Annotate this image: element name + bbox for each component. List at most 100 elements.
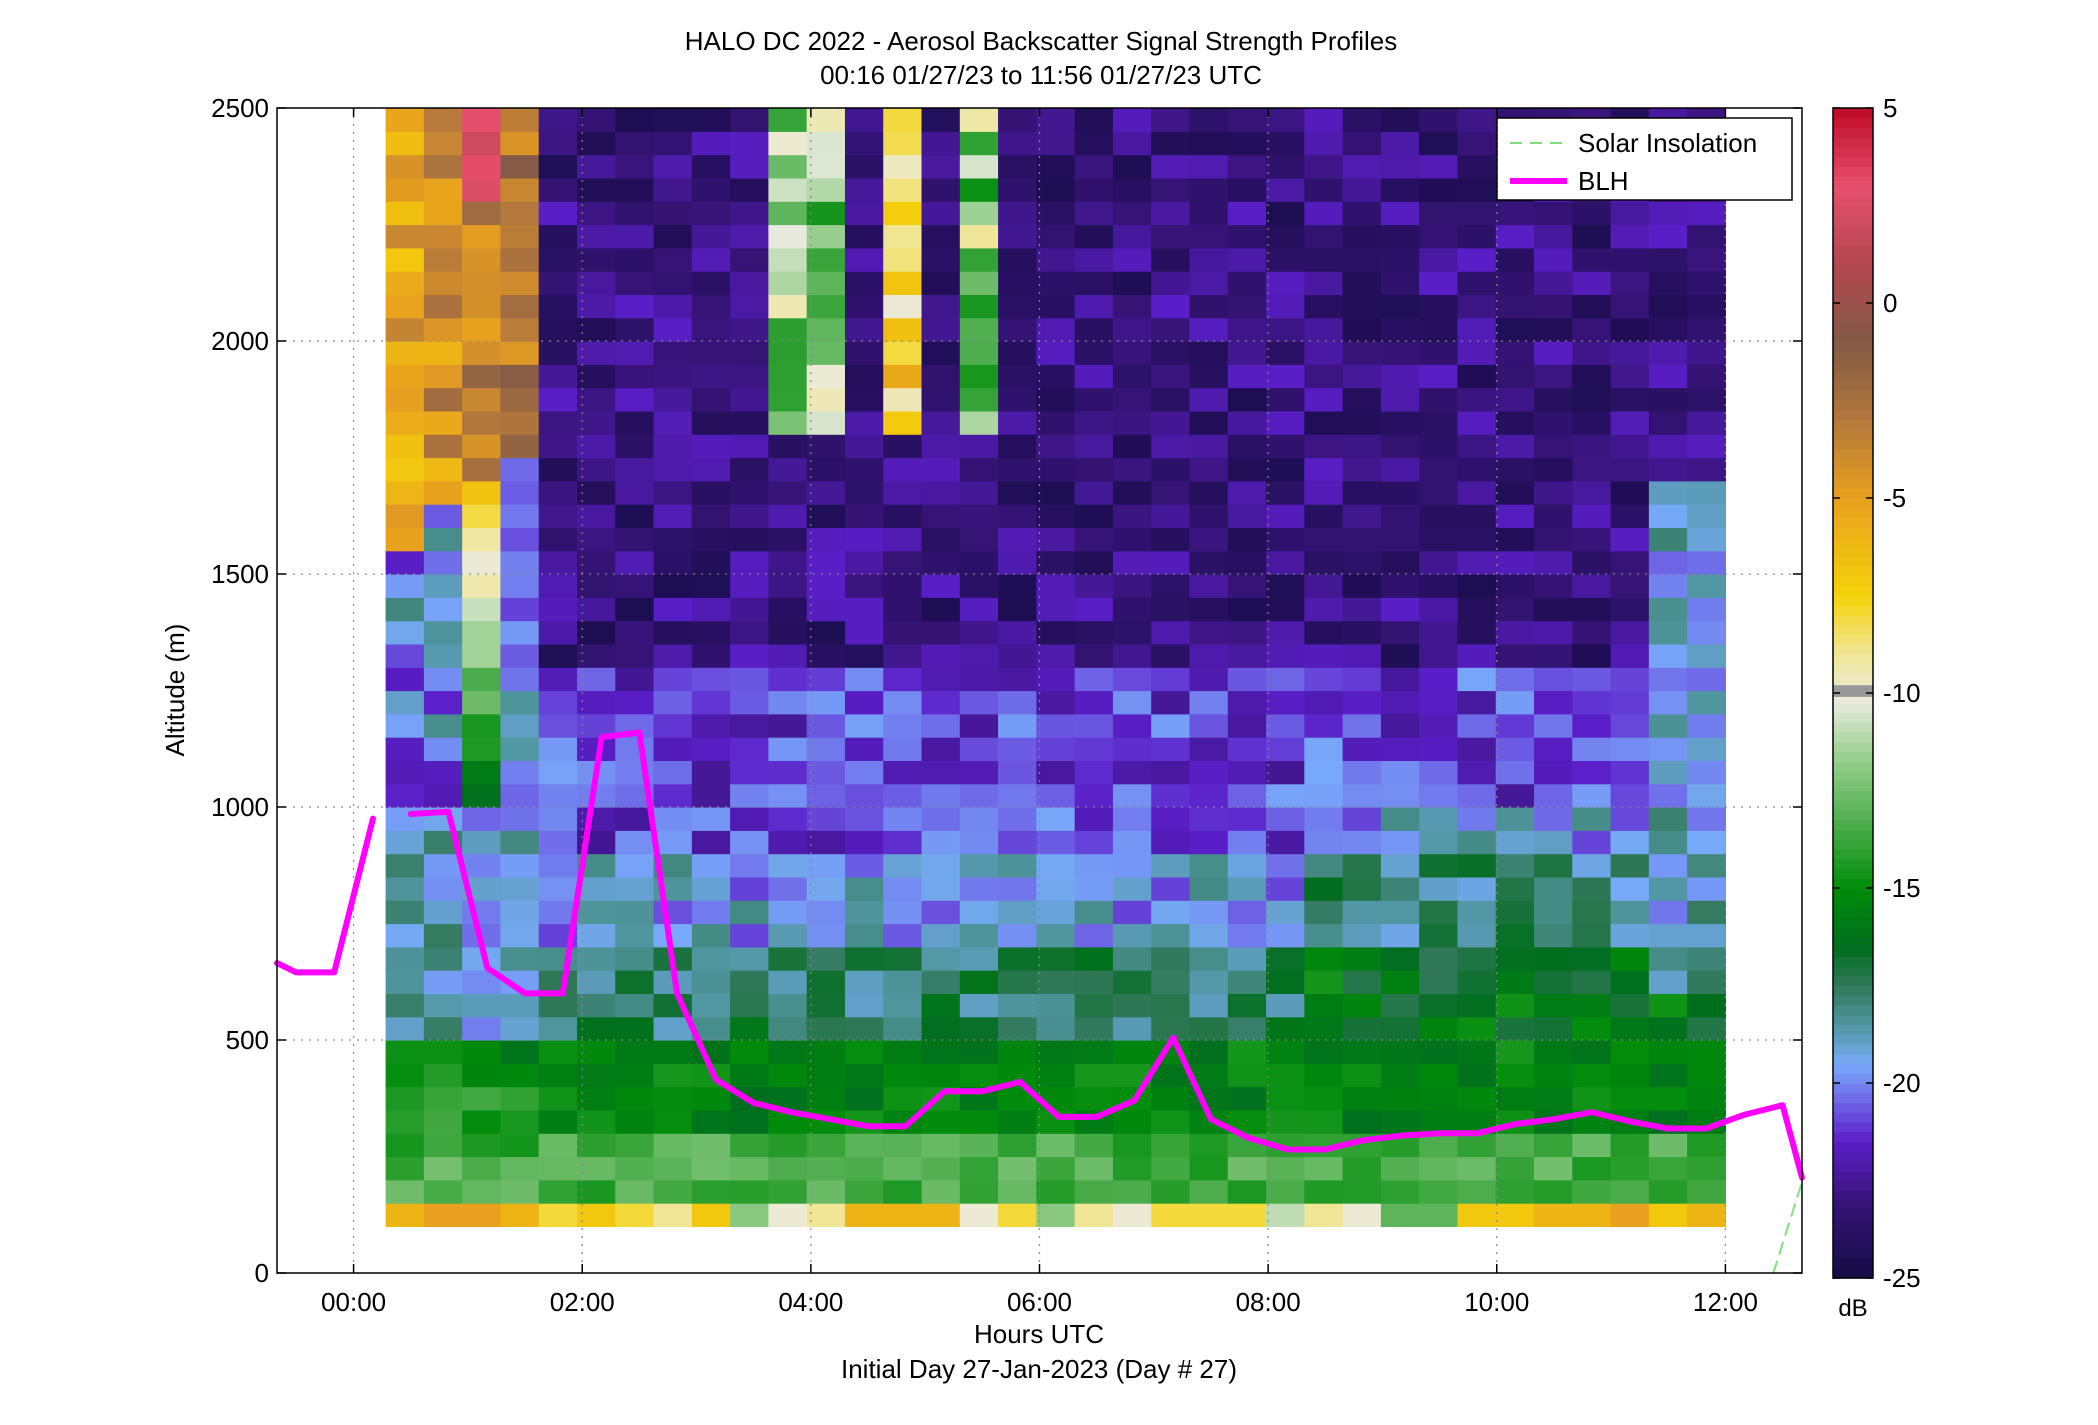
heatmap-cell bbox=[1074, 177, 1114, 202]
heatmap-cell bbox=[1112, 1133, 1152, 1158]
heatmap-cell bbox=[1227, 946, 1267, 971]
colorbar-gradient bbox=[1833, 108, 1873, 1279]
heatmap-cell bbox=[577, 410, 616, 435]
heatmap-cell bbox=[462, 574, 502, 598]
heatmap-cell bbox=[1151, 271, 1191, 295]
heatmap-cell bbox=[1610, 1179, 1650, 1204]
heatmap-cell bbox=[806, 550, 846, 575]
heatmap-cell bbox=[500, 574, 540, 598]
heatmap-cell bbox=[768, 364, 808, 389]
heatmap-cell bbox=[806, 527, 846, 552]
heatmap-cell bbox=[806, 900, 846, 925]
heatmap-cell bbox=[423, 480, 463, 505]
heatmap-cell bbox=[1074, 480, 1114, 505]
heatmap-cell bbox=[1457, 713, 1497, 738]
colorbar-band bbox=[1833, 722, 1873, 733]
heatmap-cell bbox=[1457, 643, 1497, 668]
heatmap-cell bbox=[1304, 737, 1344, 761]
heatmap-cell bbox=[1074, 1203, 1114, 1227]
heatmap-cell bbox=[615, 1133, 655, 1158]
heatmap-cell bbox=[1457, 294, 1497, 319]
colorbar-band bbox=[1833, 459, 1873, 470]
heatmap-cell bbox=[1304, 830, 1344, 855]
heatmap-cell bbox=[1534, 876, 1573, 901]
heatmap-cell bbox=[921, 247, 961, 272]
heatmap-cell bbox=[1380, 527, 1420, 552]
heatmap-cell bbox=[1457, 271, 1497, 295]
heatmap-cell bbox=[844, 224, 884, 249]
heatmap-cell bbox=[1419, 1016, 1459, 1041]
heatmap-cell bbox=[462, 900, 502, 925]
heatmap-cell bbox=[653, 317, 693, 342]
heatmap-cell bbox=[1380, 597, 1420, 622]
heatmap-cell bbox=[883, 760, 923, 785]
heatmap-cell bbox=[1419, 341, 1459, 365]
colorbar-band bbox=[1833, 1131, 1873, 1143]
heatmap-cell bbox=[1112, 1109, 1152, 1134]
heatmap-cell bbox=[1380, 1040, 1420, 1064]
heatmap-cell bbox=[1534, 434, 1573, 459]
heatmap-cell bbox=[730, 550, 769, 575]
heatmap-cell bbox=[1074, 201, 1114, 226]
heatmap-cell bbox=[844, 643, 884, 668]
heatmap-cell bbox=[423, 643, 463, 668]
colorbar-band bbox=[1833, 517, 1873, 528]
heatmap-cell bbox=[1304, 1040, 1344, 1064]
heatmap-cell bbox=[1419, 177, 1459, 202]
heatmap-cell bbox=[1534, 1086, 1573, 1111]
heatmap-cell bbox=[998, 247, 1037, 272]
colorbar-band bbox=[1833, 1063, 1873, 1074]
colorbar-band bbox=[1833, 1024, 1873, 1035]
heatmap-cell bbox=[385, 876, 425, 901]
heatmap-cell bbox=[806, 1203, 846, 1227]
heatmap-cell bbox=[730, 993, 769, 1018]
heatmap-cell bbox=[730, 504, 769, 528]
heatmap-cell bbox=[1227, 900, 1267, 925]
heatmap-cell bbox=[1227, 504, 1267, 528]
heatmap-cell bbox=[883, 667, 923, 692]
heatmap-cell bbox=[1380, 410, 1420, 435]
x-tick-label: 04:00 bbox=[778, 1287, 843, 1317]
heatmap-cell bbox=[1380, 1179, 1420, 1204]
heatmap-cell bbox=[691, 970, 731, 994]
x-tick-label: 02:00 bbox=[550, 1287, 615, 1317]
heatmap-cell bbox=[538, 597, 578, 622]
heatmap-cell bbox=[1419, 271, 1459, 295]
heatmap-cell bbox=[768, 480, 808, 505]
heatmap-cell bbox=[500, 294, 540, 319]
colorbar-band bbox=[1833, 254, 1873, 265]
heatmap-cell bbox=[1112, 177, 1152, 202]
heatmap-cell bbox=[385, 597, 425, 622]
heatmap-cell bbox=[1610, 900, 1650, 925]
heatmap-cell bbox=[998, 341, 1037, 365]
heatmap-cell bbox=[1572, 247, 1612, 272]
heatmap-cell bbox=[1112, 410, 1152, 435]
colorbar-band bbox=[1833, 498, 1873, 509]
heatmap-cell bbox=[1572, 1063, 1612, 1088]
heatmap-cell bbox=[1419, 946, 1459, 971]
colorbar-band bbox=[1833, 429, 1873, 441]
heatmap-cell bbox=[1342, 970, 1382, 994]
heatmap-cell bbox=[1534, 1040, 1573, 1064]
heatmap-cell bbox=[1457, 247, 1497, 272]
heatmap-cell bbox=[1687, 271, 1727, 295]
heatmap-cell bbox=[538, 1156, 578, 1181]
heatmap-cell bbox=[1380, 690, 1420, 715]
heatmap-cell bbox=[1342, 807, 1382, 831]
heatmap-cell bbox=[1380, 504, 1420, 528]
heatmap-cell bbox=[1227, 201, 1267, 226]
heatmap-cell bbox=[730, 131, 769, 156]
heatmap-cell bbox=[1534, 550, 1573, 575]
heatmap-cell bbox=[1572, 1016, 1612, 1041]
heatmap-cell bbox=[462, 807, 502, 831]
heatmap-cell bbox=[921, 737, 961, 761]
heatmap-cell bbox=[462, 108, 502, 132]
heatmap-cell bbox=[1304, 550, 1344, 575]
heatmap-cell bbox=[806, 946, 846, 971]
heatmap-cell bbox=[500, 434, 540, 459]
heatmap-cell bbox=[1189, 853, 1229, 878]
heatmap-cell bbox=[653, 271, 693, 295]
heatmap-cell bbox=[1266, 1179, 1305, 1204]
heatmap-cell bbox=[1457, 108, 1497, 132]
heatmap-cell bbox=[1342, 341, 1382, 365]
